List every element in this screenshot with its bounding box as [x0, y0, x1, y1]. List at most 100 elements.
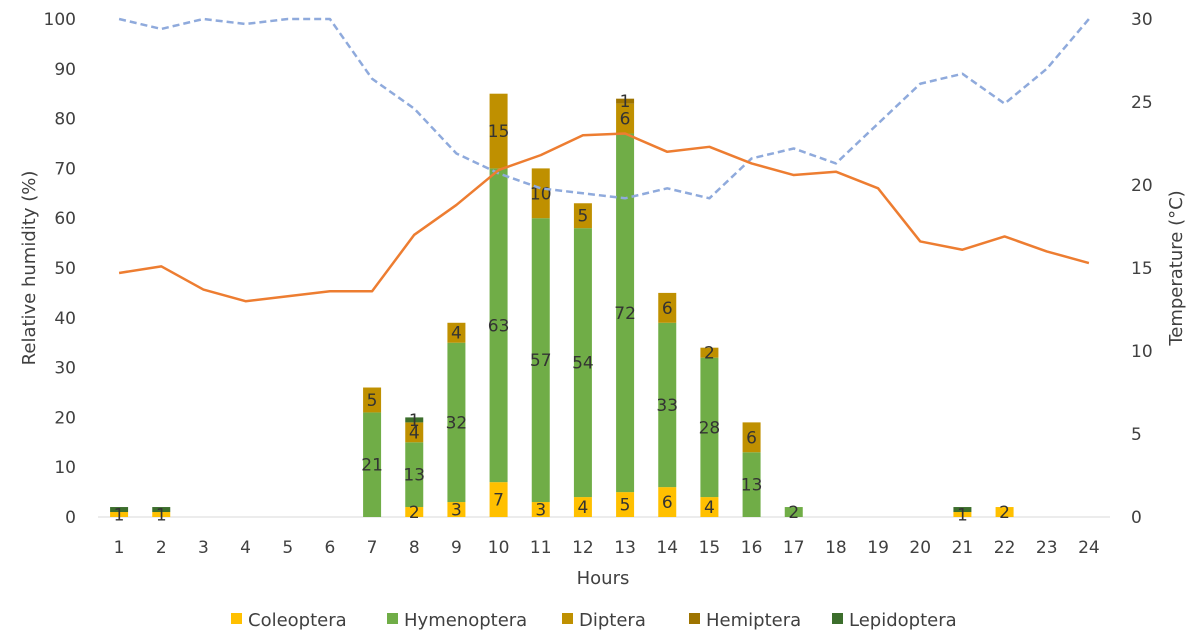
- x-tick-6: 6: [325, 538, 336, 558]
- y-tick-10: 10: [54, 458, 76, 478]
- bars: [110, 93, 1014, 517]
- bar-diptera-8: [405, 422, 424, 443]
- x-tick-19: 19: [867, 538, 889, 558]
- y2-axis-ticks: 0 5 10 15 20 25 30: [1131, 10, 1153, 528]
- data-label-coleoptera-14: 6: [662, 493, 673, 513]
- y-tick-0: 0: [65, 508, 76, 528]
- bar-diptera-14: [658, 292, 677, 323]
- bar-lepidoptera-1: [110, 507, 129, 513]
- data-label-diptera-11: 10: [530, 184, 552, 204]
- y-tick-50: 50: [54, 259, 76, 279]
- bar-diptera-10: [489, 93, 508, 169]
- bar-diptera-7: [363, 387, 382, 413]
- data-label-diptera-16: 6: [746, 428, 757, 448]
- bar-coleoptera-21: [953, 512, 972, 517]
- data-label-hymenoptera-15: 28: [699, 418, 721, 438]
- x-tick-9: 9: [451, 538, 462, 558]
- y2-axis-title: Temperature (°C): [1166, 190, 1187, 346]
- bar-coleoptera-12: [573, 497, 592, 517]
- data-label-coleoptera-15: 4: [704, 498, 715, 518]
- bar-hymenoptera-8: [405, 442, 424, 508]
- x-tick-22: 22: [994, 538, 1016, 558]
- data-label-coleoptera-22: 2: [999, 503, 1010, 523]
- x-tick-12: 12: [572, 538, 594, 558]
- data-label-lepidoptera-8: 1: [409, 411, 420, 431]
- data-label-diptera-15: 2: [704, 344, 715, 364]
- y2-tick-5: 5: [1131, 425, 1142, 445]
- bar-hymenoptera-11: [531, 218, 550, 503]
- data-label-diptera-7: 5: [367, 391, 378, 411]
- x-tick-16: 16: [741, 538, 763, 558]
- data-label-hymenoptera-10: 63: [488, 316, 510, 336]
- bar-diptera-13: [616, 103, 635, 134]
- legend-swatch-coleoptera: [231, 613, 242, 624]
- y2-tick-20: 20: [1131, 176, 1153, 196]
- x-tick-13: 13: [614, 538, 636, 558]
- bar-lepidoptera-21: [953, 507, 972, 513]
- legend-swatch-lepidoptera: [832, 613, 843, 624]
- legend-label-diptera: Diptera: [579, 610, 646, 631]
- bar-diptera-12: [573, 203, 592, 229]
- legend-swatch-hemiptera: [689, 613, 700, 624]
- y-tick-70: 70: [54, 159, 76, 179]
- data-label-coleoptera-1: 1: [114, 506, 125, 526]
- data-label-hymenoptera-7: 21: [361, 456, 383, 476]
- x-axis-ticks: 1 2 3 4 5 6 7 8 9 10 11 12 13 14 15 16 17 18 19 20 21 22 23 24: [114, 538, 1100, 558]
- y-tick-30: 30: [54, 359, 76, 379]
- bar-coleoptera-15: [700, 497, 719, 517]
- y-tick-80: 80: [54, 110, 76, 130]
- bar-hymenoptera-14: [658, 322, 677, 488]
- legend-swatch-diptera: [562, 613, 573, 624]
- line-relative-humidity: [118, 17, 1090, 200]
- bar-diptera-9: [447, 322, 466, 343]
- x-tick-23: 23: [1036, 538, 1058, 558]
- x-tick-1: 1: [114, 538, 125, 558]
- bar-coleoptera-9: [447, 502, 466, 517]
- bar-coleoptera-8: [405, 507, 424, 517]
- y2-tick-0: 0: [1131, 508, 1142, 528]
- data-label-coleoptera-8: 2: [409, 503, 420, 523]
- data-label-hemiptera-13: 1: [620, 92, 631, 112]
- bar-coleoptera-11: [531, 502, 550, 517]
- x-tick-5: 5: [282, 538, 293, 558]
- data-label-coleoptera-9: 3: [451, 501, 462, 521]
- bar-coleoptera-1: [110, 512, 129, 517]
- y2-tick-25: 25: [1131, 93, 1153, 113]
- x-tick-18: 18: [825, 538, 847, 558]
- data-label-diptera-12: 5: [578, 207, 589, 227]
- bar-diptera-16: [742, 422, 761, 453]
- x-tick-8: 8: [409, 538, 420, 558]
- bar-hymenoptera-13: [616, 133, 635, 493]
- y-tick-100: 100: [44, 10, 76, 30]
- gridlines: [98, 18, 1110, 518]
- bar-lepidoptera-2: [152, 507, 171, 513]
- data-label-diptera-10: 15: [488, 122, 510, 142]
- y-axis-ticks: 0 10 20 30 40 50 60 70 80 90 100: [44, 10, 76, 528]
- bar-lepidoptera-8: [405, 417, 424, 423]
- data-label-coleoptera-12: 4: [578, 498, 589, 518]
- data-label-coleoptera-13: 5: [620, 496, 631, 516]
- data-label-diptera-9: 4: [451, 324, 462, 344]
- data-label-hymenoptera-14: 33: [656, 396, 678, 416]
- legend-label-hemiptera: Hemiptera: [706, 610, 801, 631]
- y-tick-40: 40: [54, 309, 76, 329]
- data-label-hymenoptera-8: 13: [403, 466, 425, 486]
- legend-swatch-hymenoptera: [387, 613, 398, 624]
- bar-diptera-15: [700, 347, 719, 358]
- x-tick-10: 10: [488, 538, 510, 558]
- bar-hymenoptera-9: [447, 342, 466, 503]
- data-label-hymenoptera-9: 32: [446, 413, 468, 433]
- y-tick-20: 20: [54, 408, 76, 428]
- legend: Coleoptera Hymenoptera Diptera Hemiptera Lep…: [231, 610, 957, 631]
- y2-tick-10: 10: [1131, 342, 1153, 362]
- x-tick-20: 20: [909, 538, 931, 558]
- x-tick-17: 17: [783, 538, 805, 558]
- lines: [118, 17, 1090, 303]
- data-label-hymenoptera-16: 13: [741, 476, 763, 496]
- data-label-diptera-8: 4: [409, 423, 420, 443]
- bar-coleoptera-14: [658, 487, 677, 517]
- data-label-hymenoptera-17: 2: [788, 503, 799, 523]
- bar-diptera-11: [531, 168, 550, 219]
